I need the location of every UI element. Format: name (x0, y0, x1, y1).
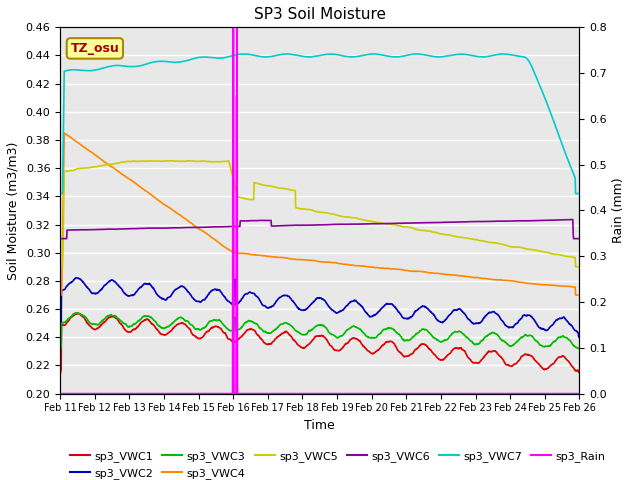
Y-axis label: Rain (mm): Rain (mm) (612, 178, 625, 243)
Title: SP3 Soil Moisture: SP3 Soil Moisture (253, 7, 386, 22)
Text: TZ_osu: TZ_osu (70, 42, 119, 55)
Y-axis label: Soil Moisture (m3/m3): Soil Moisture (m3/m3) (7, 141, 20, 280)
X-axis label: Time: Time (305, 419, 335, 432)
Legend: sp3_VWC1, sp3_VWC2, sp3_VWC3, sp3_VWC4, sp3_VWC5, sp3_VWC6, sp3_VWC7, sp3_Rain: sp3_VWC1, sp3_VWC2, sp3_VWC3, sp3_VWC4, … (66, 447, 610, 480)
